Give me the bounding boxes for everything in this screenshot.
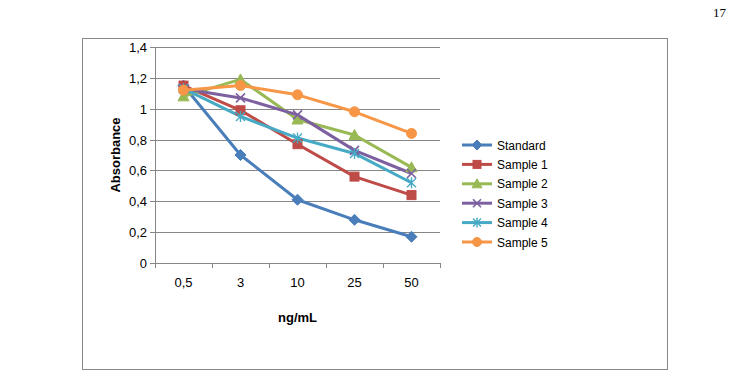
data-point [407,169,416,178]
legend-marker [473,238,482,247]
data-point [179,85,189,95]
y-tick [150,140,155,141]
data-point [350,148,359,159]
series-line [184,86,412,196]
grid [150,48,440,264]
x-tick-label: 0,5 [174,275,192,290]
legend-marker [473,199,481,207]
legend-label: Sample 4 [497,216,548,230]
y-tick-label: 1,4 [129,40,147,55]
x-tick-separator [383,263,384,268]
x-tick-label: 50 [404,275,418,290]
series-line [184,79,412,167]
series-line [184,86,412,237]
y-tick [150,78,155,79]
x-tick-label: 25 [347,275,361,290]
legend-label: Sample 3 [497,197,548,211]
data-point [349,129,360,139]
legend-label: Sample 1 [497,158,548,172]
data-point [350,107,360,117]
grid-line [155,170,440,171]
data-point [406,231,417,242]
legend: Standard Sample 1 Sample 2 Sample 3 Sample 4… [462,139,548,250]
y-tick-label: 0,2 [129,225,147,240]
legend-label: Sample 2 [497,177,548,191]
x-tick-separator [440,263,441,268]
y-tick [150,232,155,233]
series-line [184,86,412,134]
y-axis [155,47,156,263]
y-tick-label: 0,4 [129,194,147,209]
x-tick-label: 10 [290,275,304,290]
series-lines [184,79,412,236]
data-point [350,172,359,181]
x-tick-separator [269,263,270,268]
data-point [349,214,360,225]
legend-label: Sample 5 [497,236,548,250]
grid-line [155,78,440,79]
y-tick-label: 1 [140,102,147,117]
data-point [293,110,302,119]
data-point [236,81,246,91]
chart-frame [83,39,668,370]
legend-label: Standard [497,139,546,153]
data-point [407,177,416,188]
data-point [293,133,302,144]
legend-marker [472,179,482,188]
page-number: 17 [713,5,727,20]
chart: 17 0 0,2 0,4 0,6 0,8 1 1,2 1,4 0,5 3 10 25 50 ng/mL Abs… [0,0,746,388]
series-line [184,89,412,183]
series-markers [178,74,417,242]
y-tick [150,170,155,171]
data-point [407,128,417,138]
y-tick-label: 0 [140,256,147,271]
grid-line [155,47,440,48]
series-line [184,89,412,174]
grid-line [155,109,440,110]
data-point [292,194,303,205]
data-point [235,150,246,161]
x-tick-label: 3 [237,275,244,290]
x-tick-separator [326,263,327,268]
data-point [236,93,245,102]
y-tick-label: 0,6 [129,163,147,178]
x-tick-separator [212,263,213,268]
legend-marker [472,140,482,150]
data-point [236,111,245,122]
data-point [293,90,303,100]
grid-line [155,263,440,264]
x-axis-label: ng/mL [278,310,317,325]
y-axis-label: Absorbance [108,117,123,192]
x-axis [155,263,440,264]
y-tick [150,109,155,110]
y-tick [150,47,155,48]
legend-marker [473,218,481,228]
x-tick-separator [155,263,156,268]
legend-marker [473,160,481,168]
y-tick [150,263,155,264]
y-tick [150,201,155,202]
y-tick-label: 1,2 [129,71,147,86]
data-point [407,191,416,200]
y-tick-label: 0,8 [129,133,147,148]
